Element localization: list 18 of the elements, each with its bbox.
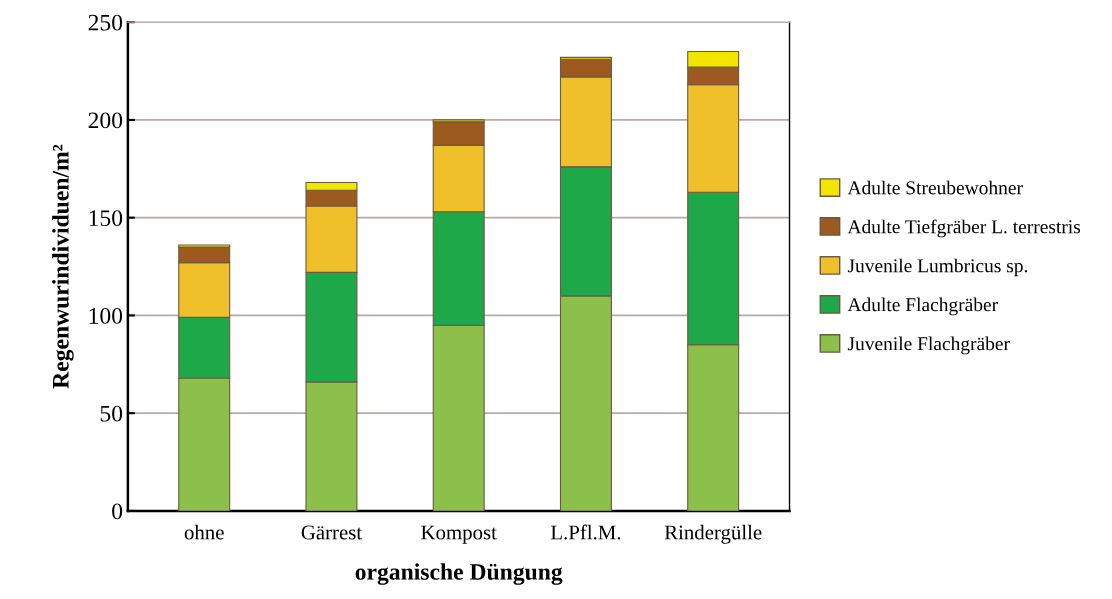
y-tick-label: 50: [100, 405, 123, 422]
y-tick-label: 0: [112, 503, 123, 520]
x-axis-title: organische Düngung: [355, 563, 563, 585]
x-tick-label: Kompost: [421, 525, 497, 544]
legend-label: Adulte Streubewohner: [847, 180, 1023, 195]
y-tick-label: 150: [89, 210, 123, 227]
x-tick-label: ohne: [184, 524, 224, 540]
y-tick-label: 200: [88, 112, 123, 129]
x-tick-label: L.Pfl.M.: [550, 524, 621, 540]
x-tick-label: Rindergülle: [664, 524, 762, 544]
legend-label: Juvenile Lumbricus sp.: [847, 258, 1028, 277]
legend-label: Adulte Tiefgräber L. terrestris: [847, 219, 1081, 238]
y-tick-label: 100: [89, 307, 123, 324]
y-axis-title: Regenwurindividuen/m²: [52, 144, 74, 389]
legend-label: Adulte Flachgräber: [847, 297, 998, 316]
legend-label: Juvenile Flachgräber: [847, 336, 1010, 355]
x-tick-label: Gärrest: [301, 525, 362, 540]
y-tick-label: 250: [88, 14, 123, 31]
